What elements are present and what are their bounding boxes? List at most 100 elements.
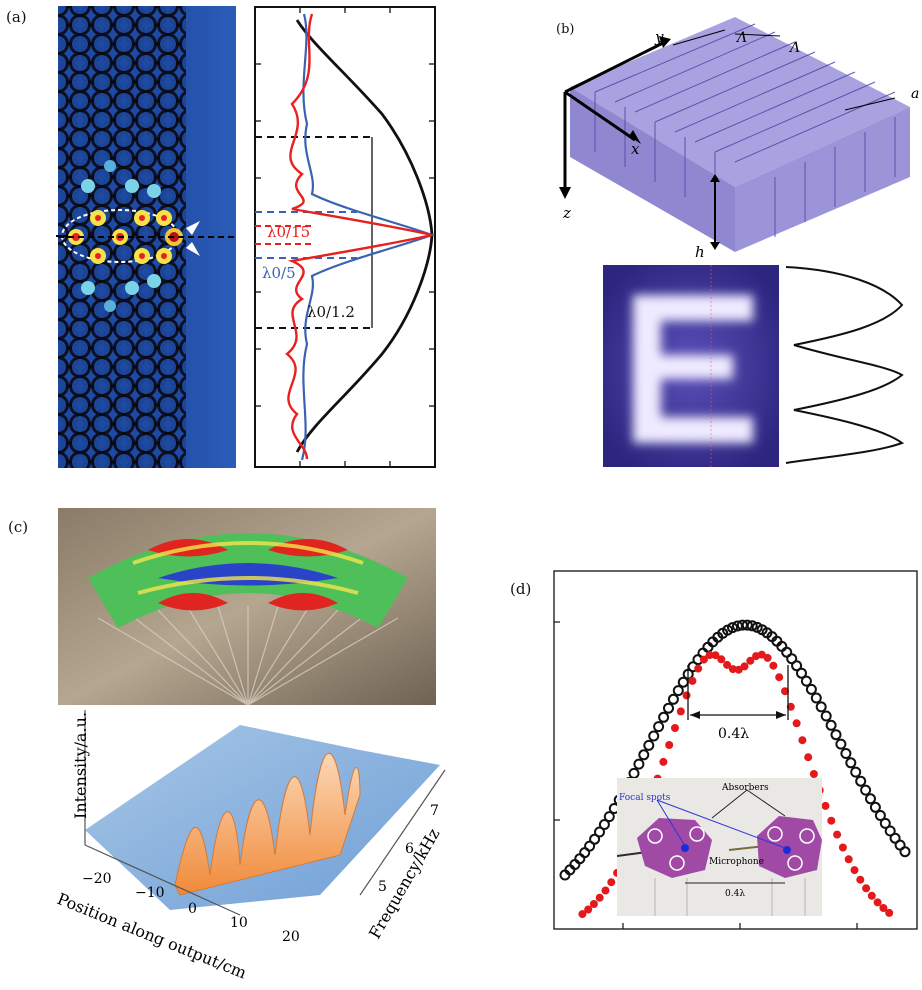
panel-c-label: (c) — [8, 518, 29, 536]
panel-b-label: (b) — [556, 22, 575, 37]
open-circle-point — [874, 810, 886, 821]
open-circle-point — [879, 817, 891, 829]
red-dot-point — [711, 651, 720, 660]
red-dot-point — [879, 904, 888, 912]
red-dot-point — [804, 753, 813, 762]
open-circle-point — [633, 758, 645, 770]
open-circle-point — [727, 622, 738, 634]
red-dot-point — [705, 651, 714, 660]
panel-d-label: (d) — [510, 580, 532, 598]
panel-a-midline-tick — [56, 235, 68, 237]
panel-d-plot: 0.4λ — [553, 570, 918, 930]
open-circle-point — [815, 701, 827, 713]
dim-period1: Λ — [735, 30, 747, 46]
panel-a-field-map — [58, 6, 236, 468]
open-circle-point — [663, 702, 674, 714]
span-label: 0.4λ — [718, 726, 749, 742]
open-circle-point — [643, 739, 655, 751]
axis-z-label: z — [562, 204, 571, 222]
red-dot-point — [769, 661, 778, 670]
red-dot-point — [746, 656, 755, 665]
open-circle-point — [869, 801, 881, 813]
panel-c-3d-plot: Intensity/a.u. −20 −10 0 10 20 Position … — [55, 710, 446, 983]
red-dot-point — [699, 655, 708, 664]
red-dot-point — [798, 736, 807, 745]
x-tick-5: 20 — [282, 929, 300, 945]
open-circle-point — [805, 683, 817, 695]
open-circle-point — [648, 730, 660, 742]
open-circle-point — [658, 711, 670, 723]
x-tick-2: −10 — [135, 885, 165, 901]
red-dot-point — [821, 801, 830, 810]
open-circle-point — [860, 784, 872, 796]
open-circle-point — [810, 692, 822, 704]
inset-spacing: 0.4λ — [725, 889, 745, 899]
open-circle-point — [845, 757, 857, 769]
open-circle-point — [850, 766, 862, 778]
dim-a: a — [911, 86, 919, 102]
panel-b-structure: y x z h Λ Λ a — [559, 17, 919, 261]
red-dot-point — [867, 891, 876, 900]
red-dot-point — [885, 908, 894, 917]
red-dot-point — [809, 770, 818, 778]
inset-microphone: Microphone — [709, 857, 764, 867]
open-circle-point — [830, 729, 842, 741]
z-axis-label: Intensity/a.u. — [71, 712, 90, 819]
open-circle-point — [840, 748, 852, 759]
open-circle-point — [820, 710, 832, 722]
open-circle-point — [603, 811, 615, 823]
label-black-width: λ0/1.2 — [307, 303, 355, 321]
open-circle-point — [598, 819, 610, 830]
red-dot-point — [694, 664, 703, 673]
panel-c-photo — [58, 508, 436, 705]
open-circle-point — [746, 620, 758, 632]
red-dot-point — [844, 855, 853, 864]
red-dot-point — [665, 741, 674, 749]
y-tick-1: 5 — [378, 879, 387, 895]
open-circle-point — [899, 846, 911, 858]
red-dot-point — [763, 653, 772, 662]
y-tick-2: 6 — [405, 841, 414, 857]
open-circle-point — [594, 826, 605, 838]
red-dot-point — [728, 665, 737, 674]
red-dot-point — [589, 900, 598, 908]
red-dot-point — [873, 898, 882, 907]
x-tick-3: 0 — [188, 901, 197, 917]
red-dot-point — [757, 650, 766, 659]
open-circle-point — [653, 721, 665, 733]
open-circle-point — [865, 793, 876, 805]
red-dot-point — [740, 662, 749, 671]
red-dot-point — [856, 875, 865, 884]
open-circle-point — [589, 833, 601, 845]
red-dot-point — [671, 724, 679, 732]
label-red-width: λ0/15 — [267, 223, 310, 241]
open-circle-point — [672, 685, 684, 697]
red-dot-point — [682, 691, 691, 700]
red-dot-point — [607, 878, 616, 887]
red-dot-point — [786, 702, 795, 711]
panel-a-label: (a) — [6, 8, 27, 26]
red-dot-point — [850, 866, 859, 875]
red-dot-point — [775, 673, 784, 682]
red-dot-point — [734, 665, 743, 674]
red-dot-point — [601, 886, 610, 895]
open-circle-series — [559, 619, 911, 881]
panel-b-profile — [785, 266, 904, 464]
red-dot-point — [838, 843, 847, 852]
red-dot-point — [862, 884, 871, 893]
red-dot-point — [717, 655, 726, 664]
red-dot-point — [659, 757, 668, 766]
open-circle-point — [800, 675, 812, 687]
dim-period2: Λ — [788, 40, 800, 56]
x-tick-1: −20 — [82, 871, 112, 887]
panel-b-image-E — [603, 265, 779, 467]
open-circle-point — [791, 660, 803, 672]
red-dot-point — [723, 660, 732, 669]
open-circle-point — [855, 775, 867, 787]
open-circle-point — [796, 667, 807, 679]
red-dot-point — [578, 910, 587, 919]
axis-x-label: x — [631, 140, 640, 158]
label-blue-width: λ0/5 — [262, 264, 296, 282]
open-circle-point — [825, 719, 837, 731]
red-dot-point — [827, 816, 836, 825]
